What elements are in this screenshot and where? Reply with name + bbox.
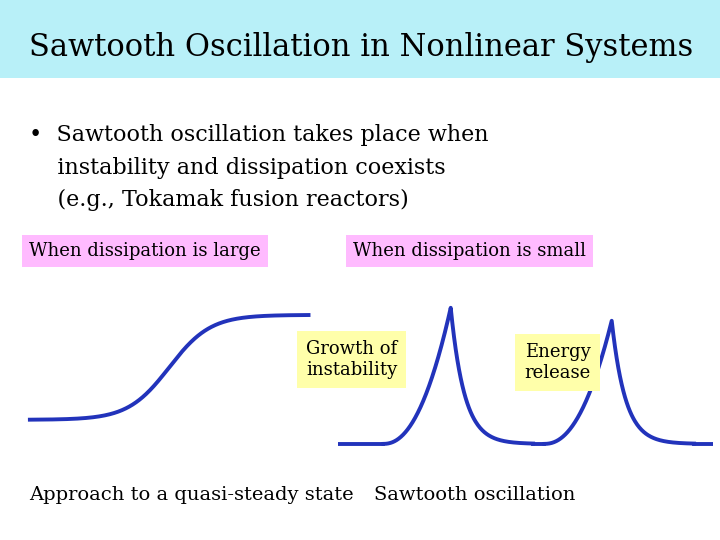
- Text: (e.g., Tokamak fusion reactors): (e.g., Tokamak fusion reactors): [29, 189, 408, 211]
- Text: Growth of
instability: Growth of instability: [306, 340, 397, 379]
- Text: •  Sawtooth oscillation takes place when: • Sawtooth oscillation takes place when: [29, 124, 488, 146]
- Text: Sawtooth Oscillation in Nonlinear Systems: Sawtooth Oscillation in Nonlinear System…: [29, 32, 693, 63]
- Text: Approach to a quasi-steady state: Approach to a quasi-steady state: [29, 486, 354, 504]
- Text: instability and dissipation coexists: instability and dissipation coexists: [29, 157, 446, 179]
- Text: When dissipation is small: When dissipation is small: [353, 242, 586, 260]
- Text: Energy
release: Energy release: [524, 343, 590, 382]
- Text: When dissipation is large: When dissipation is large: [29, 242, 261, 260]
- Text: Sawtooth oscillation: Sawtooth oscillation: [374, 486, 576, 504]
